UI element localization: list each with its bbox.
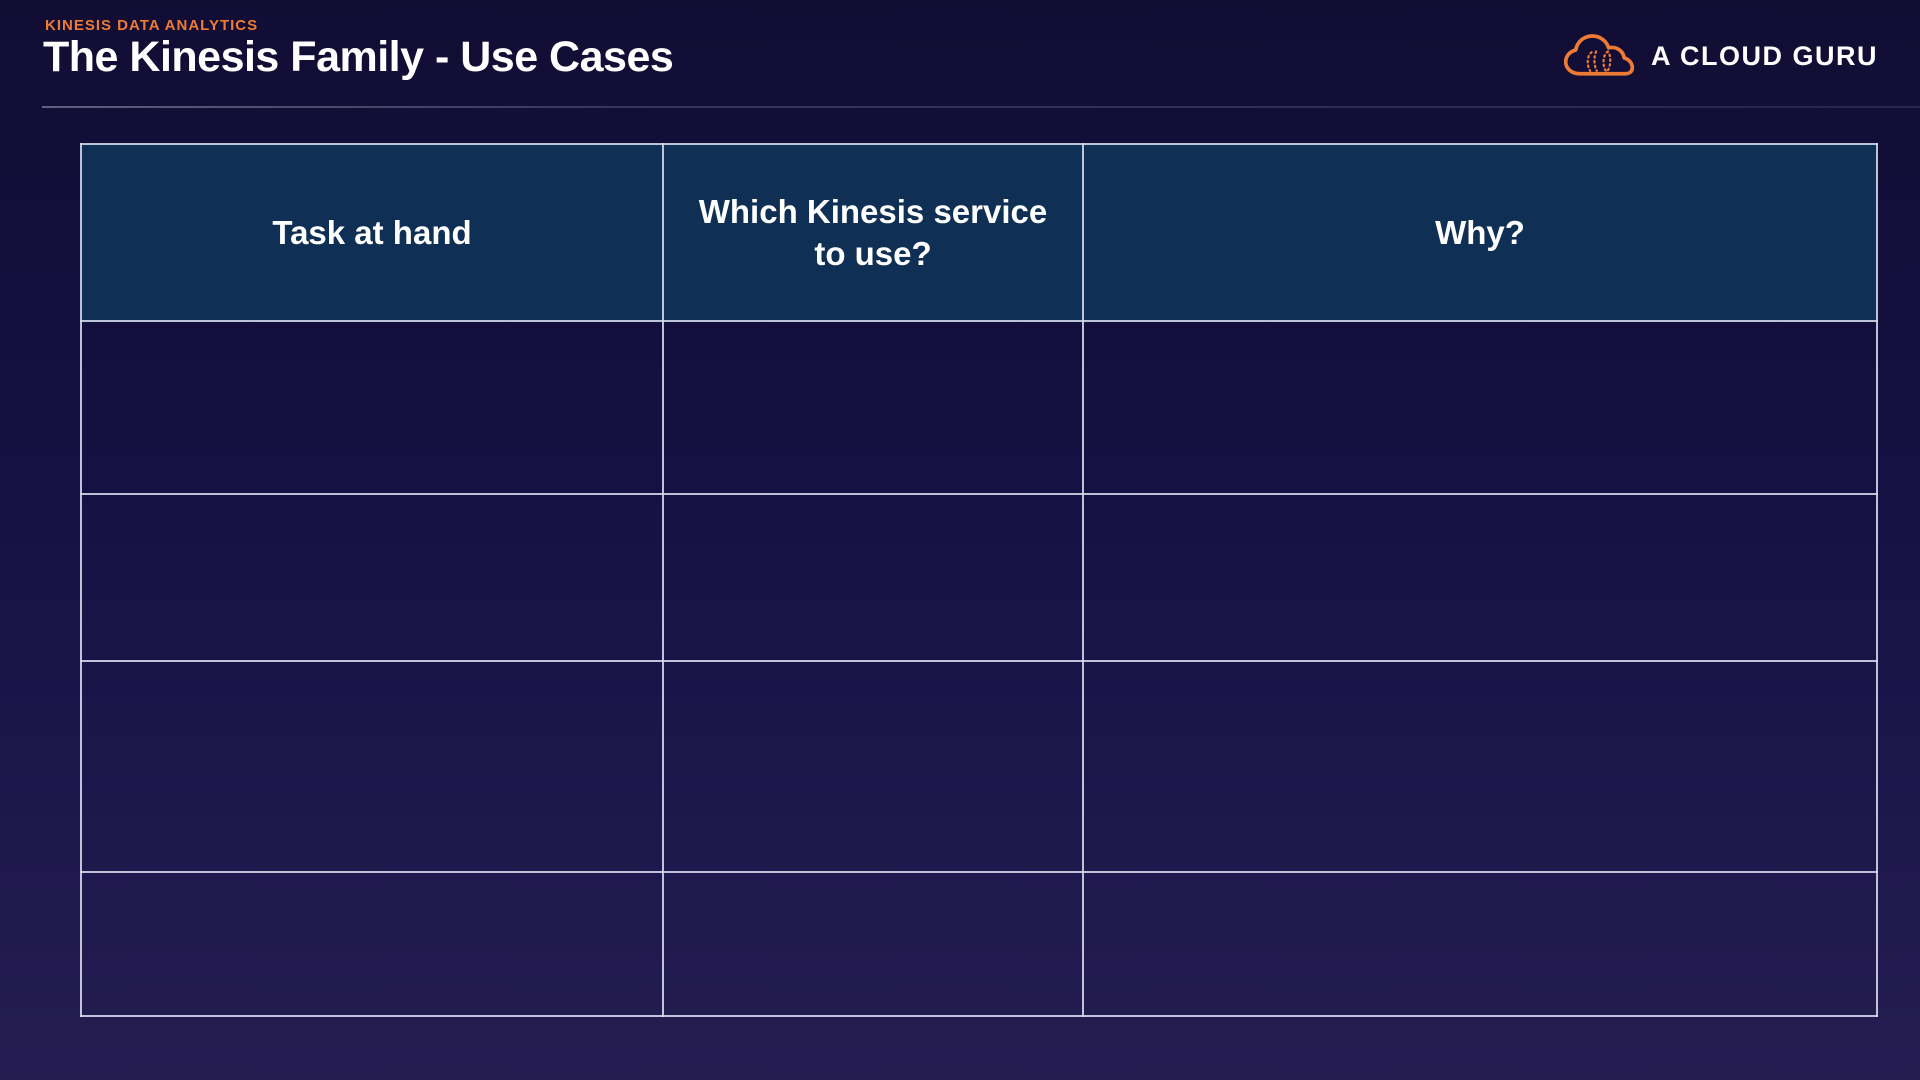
column-header-service: Which Kinesis service to use? (662, 143, 1084, 322)
brand-name: A CLOUD GURU (1651, 40, 1878, 71)
table-row (80, 871, 1878, 1017)
use-cases-table-body (80, 320, 1878, 1017)
table-cell (80, 493, 664, 662)
brand-logo: A CLOUD GURU (1562, 32, 1878, 80)
table-cell (80, 660, 664, 873)
eyebrow-label: KINESIS DATA ANALYTICS (45, 17, 259, 34)
use-cases-table: Task at hand Which Kinesis service to us… (80, 143, 1878, 1017)
table-row (80, 320, 1878, 495)
table-cell (662, 871, 1084, 1017)
header-divider (42, 106, 1920, 108)
table-cell (1082, 320, 1878, 495)
table-cell (662, 320, 1084, 495)
table-cell (662, 660, 1084, 873)
column-header-task: Task at hand (80, 143, 664, 322)
table-cell (662, 493, 1084, 662)
table-cell (1082, 660, 1878, 873)
table-cell (80, 320, 664, 495)
table-row (80, 493, 1878, 662)
table-header-row: Task at hand Which Kinesis service to us… (80, 143, 1878, 322)
cloud-icon (1562, 32, 1636, 80)
table-cell (1082, 871, 1878, 1017)
table-cell (80, 871, 664, 1017)
page-title: The Kinesis Family - Use Cases (43, 33, 674, 81)
column-header-why: Why? (1082, 143, 1878, 322)
table-cell (1082, 493, 1878, 662)
table-row (80, 660, 1878, 873)
